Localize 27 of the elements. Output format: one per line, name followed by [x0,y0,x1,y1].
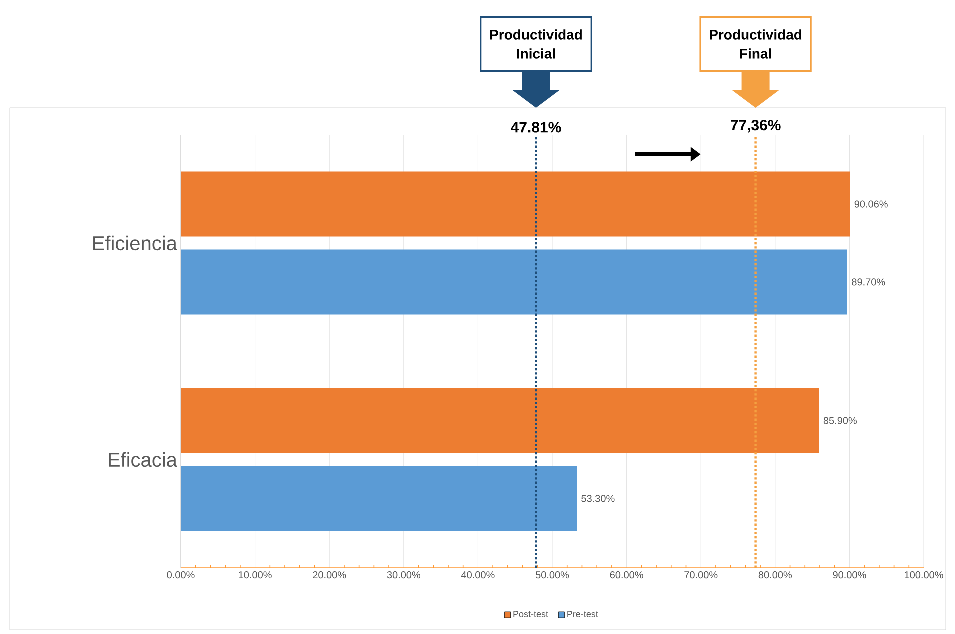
data-label: 89.70% [852,278,886,286]
x-tick-label: 90.00% [833,572,866,579]
data-label: 85.90% [824,417,858,424]
legend-label: Post-test [514,611,548,618]
text: Productividad Inicial [490,30,582,59]
x-tick-label: 80.00% [758,572,792,579]
x-tick-label: 100.00% [905,572,944,579]
y-tick-label: Eficacia [109,452,178,468]
bar [181,250,848,315]
x-tick-label: 60.00% [610,572,644,579]
x-tick-label: 0.00% [167,572,195,579]
x-tick-label: 10.00% [239,572,272,579]
text: Productividad Final [710,30,802,59]
data-label: 53.30% [582,495,615,502]
x-tick-label: 30.00% [387,572,421,579]
data-label: 90.06% [854,200,888,208]
bar [181,466,578,532]
ref-line-label: 47.81% [511,122,562,133]
y-tick-label: Eficiencia [94,236,178,251]
x-tick-label: 40.00% [461,572,495,579]
x-tick-label: 70.00% [684,572,718,579]
bar [181,172,850,237]
x-tick-label: 20.00% [313,572,346,579]
legend-label: Pre-test [568,611,598,618]
bar [181,388,820,454]
x-tick-label: 50.00% [536,572,570,579]
ref-line-label: 77,36% [731,120,781,133]
